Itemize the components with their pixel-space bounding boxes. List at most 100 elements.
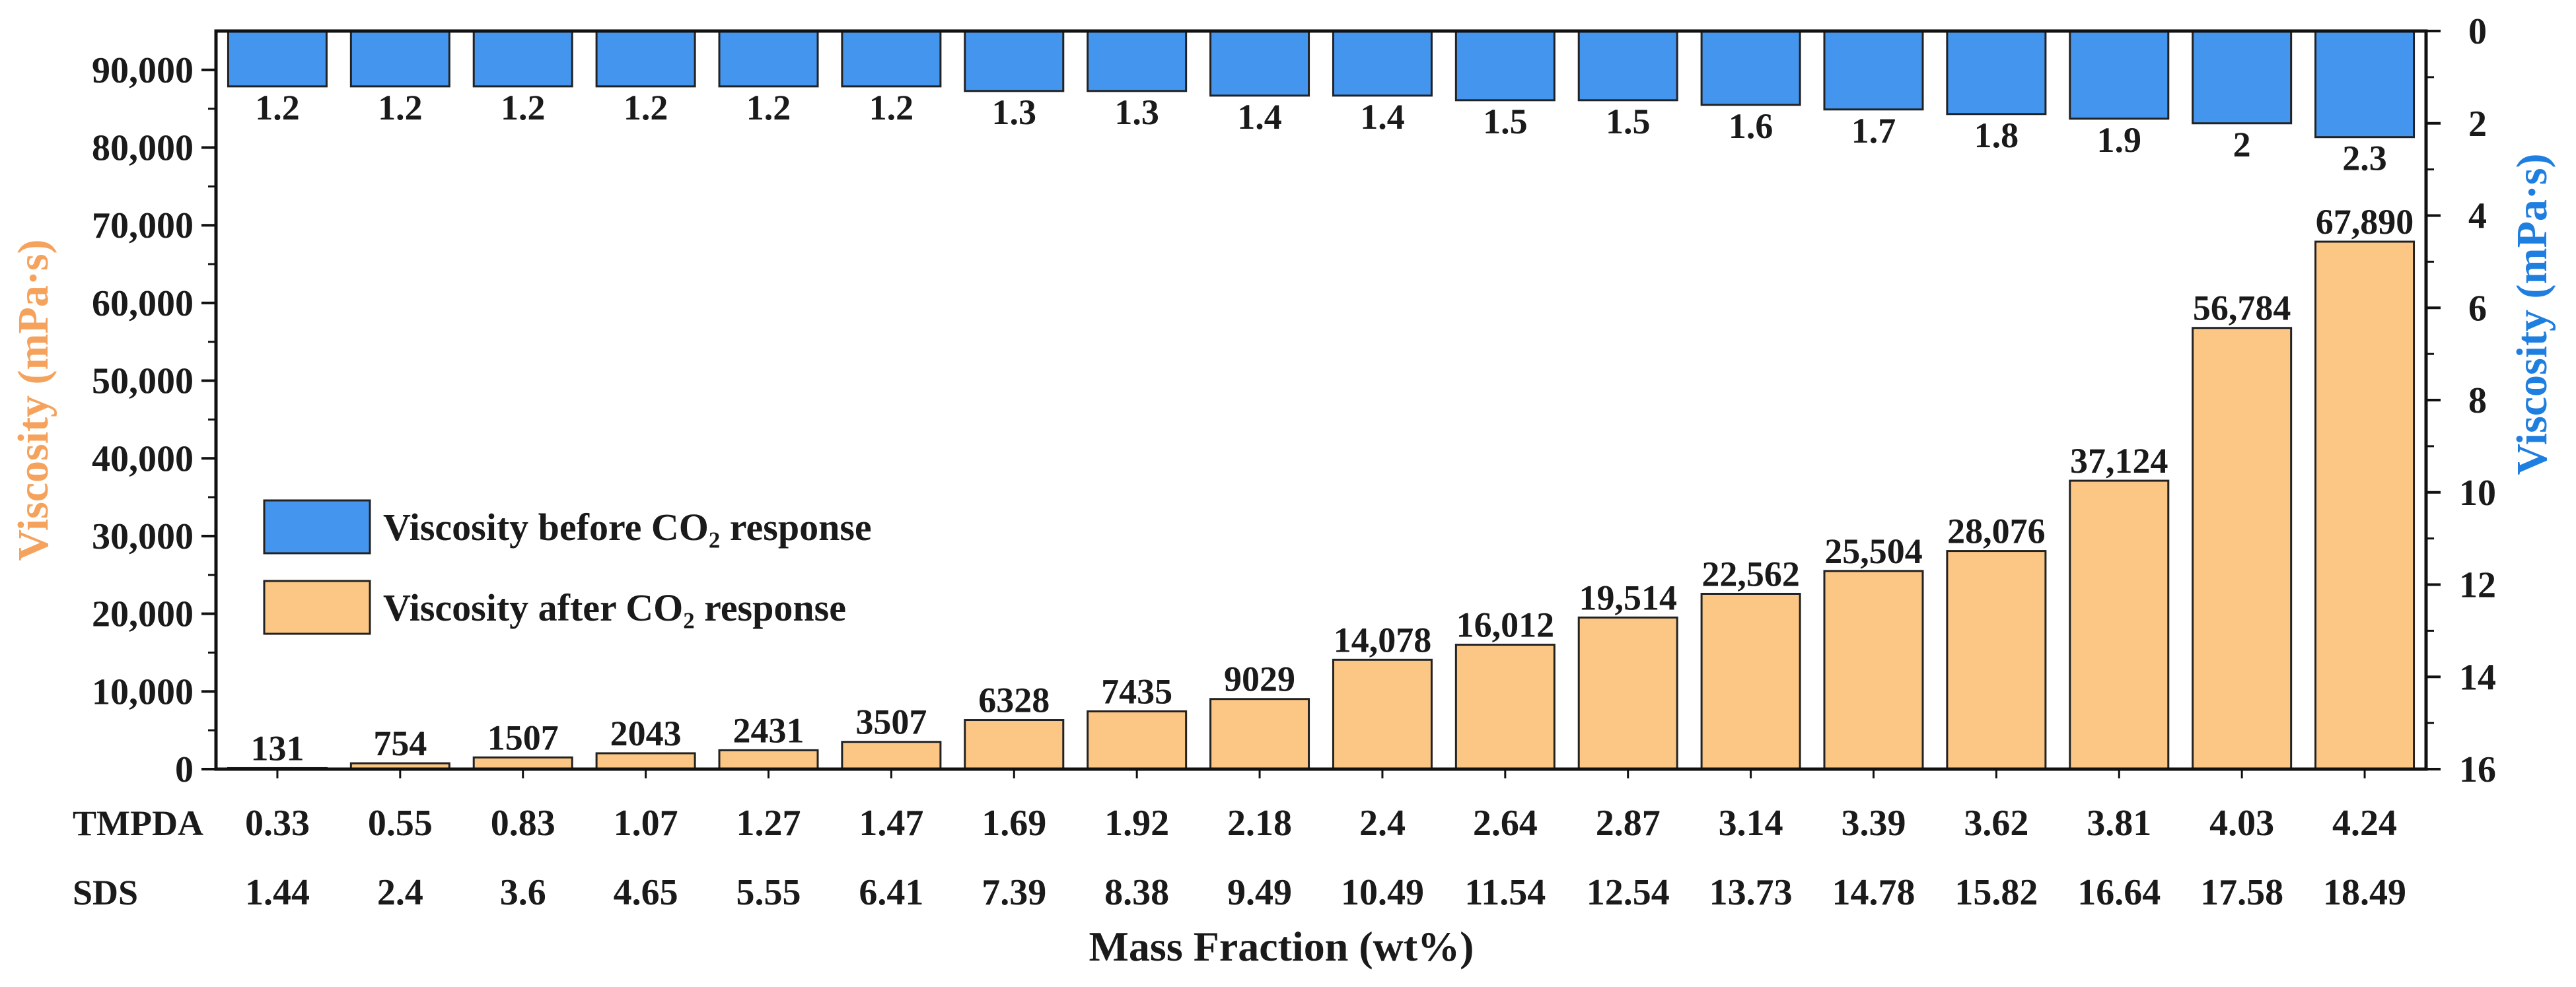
series-after-co2: 131 754 1507 2043 2431 3507 6328 7435 9029 14,078… — [227, 202, 2415, 770]
bar-before — [349, 30, 450, 88]
composition-value: 16.64 — [2077, 872, 2161, 913]
data-label-after: 37,124 — [2070, 441, 2168, 481]
composition-value: 4.24 — [2332, 803, 2397, 844]
composition-value: 0.33 — [245, 803, 310, 844]
composition-value: 5.55 — [736, 872, 801, 913]
composition-value: 3.39 — [1842, 803, 1906, 844]
y-left-tick-label: 50,000 — [92, 361, 194, 402]
composition-value: 7.39 — [982, 872, 1046, 913]
bar-after — [2192, 327, 2293, 770]
y-right-tick-label: 4 — [2468, 196, 2487, 237]
bar-after — [1087, 710, 1188, 770]
data-label-after: 28,076 — [1947, 512, 2046, 551]
bar-after — [964, 719, 1065, 770]
bar-after — [1700, 592, 1801, 770]
bar-before — [472, 30, 573, 88]
bar-after — [718, 749, 819, 770]
composition-value: 2.64 — [1473, 803, 1538, 844]
data-label-before: 1.9 — [2097, 120, 2142, 160]
y-left-tick-label: 40,000 — [92, 438, 194, 479]
y-left-tick-label: 60,000 — [92, 283, 194, 324]
composition-value: 0.83 — [491, 803, 555, 844]
bar-before — [227, 30, 328, 88]
data-label-after: 2431 — [733, 710, 805, 750]
bar-before — [2314, 30, 2415, 139]
bar-before — [1823, 30, 1924, 111]
composition-value: 1.07 — [614, 803, 678, 844]
data-label-after: 9029 — [1224, 660, 1295, 699]
y-left-axis-title: Viscosity (mPa·s) — [9, 240, 57, 561]
data-label-after: 56,784 — [2193, 289, 2291, 328]
data-label-before: 1.4 — [1360, 97, 1405, 137]
legend: Viscosity before CO₂ response Viscosity a… — [263, 499, 872, 635]
composition-value: 2.18 — [1227, 803, 1292, 844]
y-left-tick-label: 30,000 — [92, 516, 194, 557]
composition-value: 1.47 — [859, 803, 923, 844]
data-label-after: 131 — [250, 728, 304, 768]
data-label-before: 1.5 — [1606, 102, 1651, 141]
composition-row-label: TMPDA — [73, 803, 203, 843]
bar-after — [1577, 616, 1678, 770]
composition-value: 9.49 — [1227, 872, 1292, 913]
y-left-tick-label: 10,000 — [92, 671, 194, 712]
bar-after — [595, 752, 696, 770]
composition-value: 2.4 — [1359, 803, 1406, 844]
bar-before — [964, 30, 1065, 92]
y-right-axis-title: Viscosity (mPa·s) — [2508, 154, 2556, 475]
data-label-before: 2.3 — [2342, 139, 2387, 178]
bar-before — [2192, 30, 2293, 125]
data-label-after: 67,890 — [2316, 202, 2414, 242]
data-label-after: 19,514 — [1579, 578, 1677, 617]
legend-label: Viscosity after CO₂ response — [383, 586, 846, 629]
y-right-tick-label: 10 — [2459, 473, 2496, 514]
composition-value: 1.92 — [1104, 803, 1169, 844]
data-label-before: 1.7 — [1851, 111, 1896, 151]
composition-value: 14.78 — [1832, 872, 1915, 913]
data-label-after: 25,504 — [1824, 531, 1923, 571]
data-label-before: 1.2 — [378, 88, 423, 127]
composition-value: 2.4 — [377, 872, 423, 913]
composition-value: 11.54 — [1464, 872, 1546, 913]
bar-after — [841, 741, 942, 770]
bar-before — [2069, 30, 2170, 120]
y-right-tick-label: 12 — [2459, 565, 2496, 606]
bar-after — [2314, 240, 2415, 770]
series-before-co2: 1.2 1.2 1.2 1.2 1.2 1.2 1.3 1.3 1.4 1.4 1.5 1.5 1.6 1… — [227, 30, 2415, 178]
composition-value: 3.6 — [500, 872, 546, 913]
data-label-after: 3507 — [855, 702, 927, 742]
bar-before — [1946, 30, 2047, 116]
axes: 0 10,000 20,000 30,000 40,000 50,000 60,000 70,… — [9, 11, 2556, 790]
y-left-tick-label: 20,000 — [92, 594, 194, 635]
composition-value: 3.81 — [2087, 803, 2151, 844]
composition-value: 1.27 — [736, 803, 801, 844]
y-right-tick-label: 8 — [2468, 380, 2487, 421]
composition-value: 0.55 — [368, 803, 433, 844]
data-label-before: 1.4 — [1237, 97, 1282, 137]
bar-after — [1946, 550, 2047, 770]
composition-value: 2.87 — [1596, 803, 1661, 844]
composition-value: 17.58 — [2200, 872, 2283, 913]
legend-swatch — [263, 580, 371, 635]
composition-value: 18.49 — [2323, 872, 2406, 913]
bar-before — [718, 30, 819, 88]
composition-value: 12.54 — [1587, 872, 1670, 913]
composition-value: 15.82 — [1954, 872, 2038, 913]
y-right-tick-label: 0 — [2468, 11, 2487, 52]
bar-before — [1209, 30, 1310, 97]
bar-after — [1332, 658, 1433, 770]
composition-value: 8.38 — [1104, 872, 1169, 913]
data-label-after: 754 — [373, 724, 427, 763]
bar-after — [1209, 698, 1310, 770]
data-label-after: 1507 — [487, 718, 559, 757]
data-label-before: 1.6 — [1729, 106, 1773, 146]
bar-after — [1823, 570, 1924, 770]
data-label-before: 1.3 — [1114, 92, 1159, 132]
y-right-tick-label: 16 — [2459, 749, 2496, 790]
composition-value: 10.49 — [1341, 872, 1424, 913]
data-label-after: 22,562 — [1701, 554, 1800, 594]
bar-after — [2069, 479, 2170, 770]
data-label-before: 1.5 — [1483, 102, 1528, 141]
y-right-tick-label: 6 — [2468, 288, 2487, 329]
